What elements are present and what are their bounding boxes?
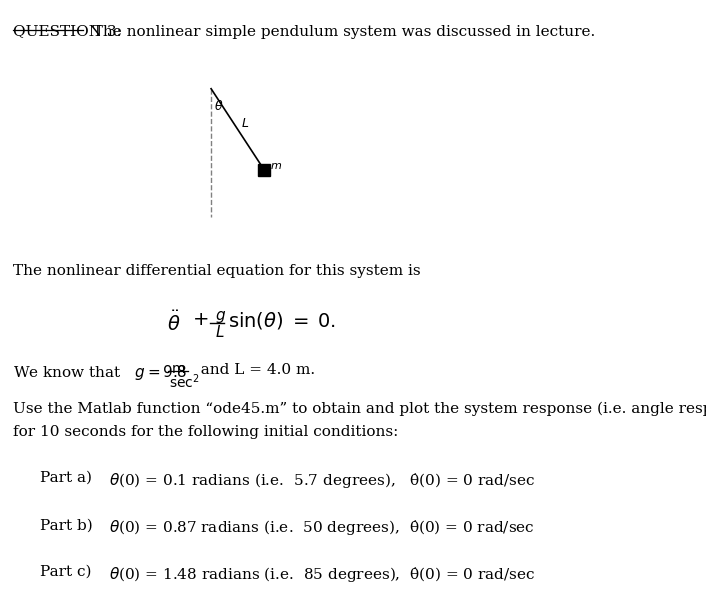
Text: $\mathrm{sin}(\theta)\;=\;0.$: $\mathrm{sin}(\theta)\;=\;0.$ (228, 310, 336, 331)
Text: $g$: $g$ (215, 308, 226, 324)
Text: and L = 4.0 m.: and L = 4.0 m. (191, 363, 315, 377)
Text: $L$: $L$ (241, 117, 249, 130)
Text: The nonlinear differential equation for this system is: The nonlinear differential equation for … (13, 264, 421, 278)
Text: QUESTION 3:: QUESTION 3: (13, 24, 122, 39)
Text: $+$: $+$ (193, 310, 209, 329)
Text: Use the Matlab function “ode45.m” to obtain and plot the system response (i.e. a: Use the Matlab function “ode45.m” to obt… (13, 402, 706, 416)
Text: for 10 seconds for the following initial conditions:: for 10 seconds for the following initial… (13, 425, 398, 439)
Text: $\theta$(0) = 1.48 radians (i.e.  85 degrees),  θ̇(0) = 0 rad/sec: $\theta$(0) = 1.48 radians (i.e. 85 degr… (109, 565, 535, 584)
Text: $\theta$(0) = 0.1 radians (i.e.  5.7 degrees),   θ̇(0) = 0 rad/sec: $\theta$(0) = 0.1 radians (i.e. 5.7 degr… (109, 471, 535, 490)
Text: Part c): Part c) (40, 565, 91, 579)
Text: $m$: $m$ (270, 161, 282, 171)
Text: $\theta$: $\theta$ (214, 99, 223, 113)
Text: $\theta$(0) = 0.87 radians (i.e.  50 degrees),  θ̇(0) = 0 rad/sec: $\theta$(0) = 0.87 radians (i.e. 50 degr… (109, 518, 534, 537)
Text: $\ddot{\theta}$: $\ddot{\theta}$ (167, 310, 180, 335)
Text: The nonlinear simple pendulum system was discussed in lecture.: The nonlinear simple pendulum system was… (83, 24, 596, 39)
Text: Part a): Part a) (40, 471, 92, 484)
Text: We know that   $g = 9.8$: We know that $g = 9.8$ (13, 363, 188, 382)
Text: $L$: $L$ (215, 324, 225, 340)
Text: Part b): Part b) (40, 518, 92, 533)
Text: $\mathrm{sec}^2$: $\mathrm{sec}^2$ (169, 372, 200, 391)
Text: $\mathrm{m}$: $\mathrm{m}$ (171, 362, 186, 375)
